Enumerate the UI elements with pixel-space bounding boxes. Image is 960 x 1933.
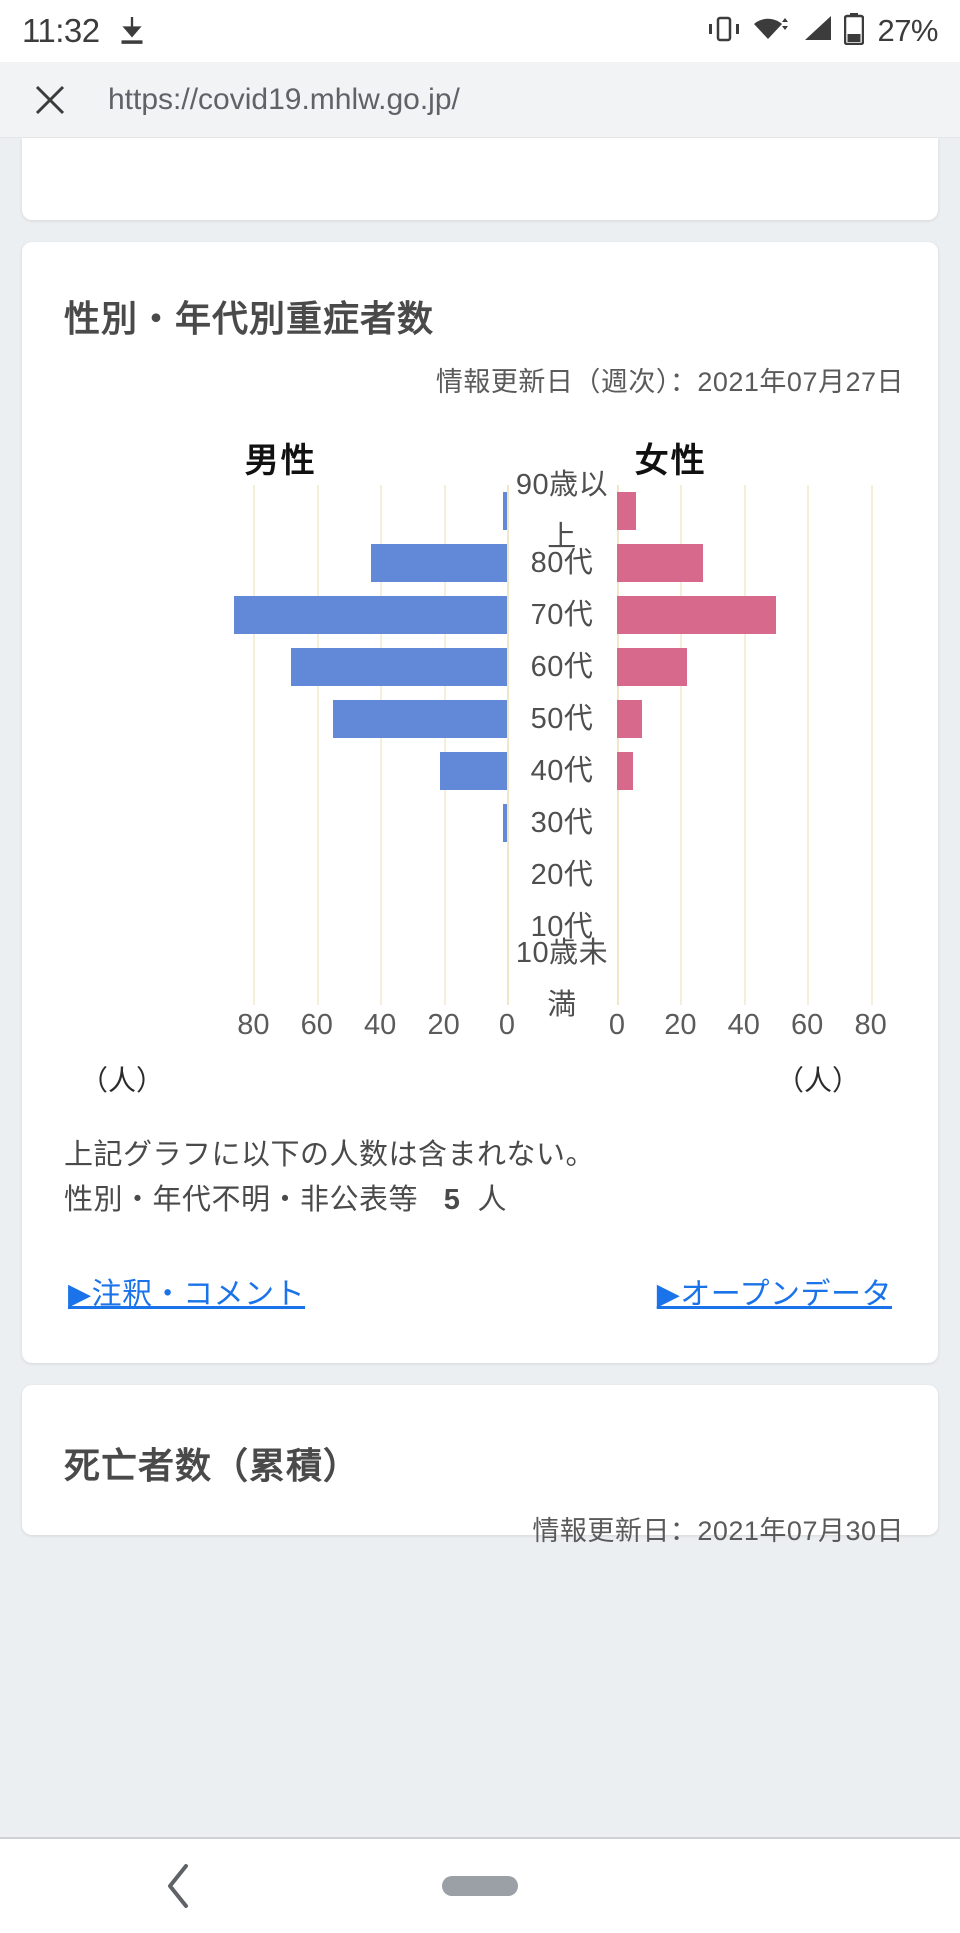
note-line-1: 上記グラフに以下の人数は含まれない。 xyxy=(64,1139,596,1171)
row-label-20代: 20代 xyxy=(530,859,594,891)
bar-female-70代 xyxy=(617,596,776,634)
annotation-link[interactable]: ▶注釈・コメント xyxy=(68,1277,306,1311)
row-label-50代: 50代 xyxy=(530,703,594,735)
bar-male-50代 xyxy=(332,700,507,738)
home-pill-handle[interactable] xyxy=(442,1876,518,1896)
bar-female-40代 xyxy=(617,752,633,790)
chart-row-30代: 30代 xyxy=(56,797,904,849)
bar-male-70代 xyxy=(234,596,507,634)
xtick-male-0: 0 xyxy=(498,1009,516,1041)
download-icon xyxy=(118,15,146,47)
note-line-2-suffix: 人 xyxy=(477,1183,507,1216)
row-label-80代: 80代 xyxy=(530,547,594,579)
row-label-10歳未満: 10歳未満 xyxy=(515,937,609,1021)
xtick-female-80: 80 xyxy=(854,1009,887,1041)
chart-plot-area: 90歳以上 80代 70代 60代 50代 40代 30代 20代 10代 10歳未満 xyxy=(56,469,904,1021)
url-text[interactable]: https://covid19.mhlw.go.jp/ xyxy=(108,82,460,116)
xtick-female-60: 60 xyxy=(791,1009,824,1041)
axis-unit-left: （人） xyxy=(80,1065,165,1096)
previous-card-partial xyxy=(22,138,938,220)
bar-male-60代 xyxy=(291,648,507,686)
bar-male-30代 xyxy=(503,804,507,842)
bar-male-90歳以上 xyxy=(503,492,507,530)
chart-row-20代: 20代 xyxy=(56,849,904,901)
back-chevron-icon[interactable] xyxy=(162,1862,196,1910)
chart-row-50代: 50代 xyxy=(56,693,904,745)
xtick-male-80: 80 xyxy=(237,1009,270,1041)
chart-axis-units: （人） （人） xyxy=(56,1059,904,1107)
battery-icon xyxy=(844,12,865,50)
xtick-male-20: 20 xyxy=(427,1009,460,1041)
chart-row-80代: 80代 xyxy=(56,537,904,589)
close-icon[interactable] xyxy=(28,78,72,122)
chart-notes: 上記グラフに以下の人数は含まれない。 性別・年代不明・非公表等 5 人 xyxy=(64,1133,904,1223)
status-bar-clock: 11:32 xyxy=(22,12,100,49)
severe-cases-card: 性別・年代別重症者数 情報更新日（週次）：2021年07月27日 男性 女性 9… xyxy=(22,242,938,1363)
page-title: 性別・年代別重症者数 xyxy=(64,298,435,339)
page-content: 性別・年代別重症者数 情報更新日（週次）：2021年07月27日 男性 女性 9… xyxy=(0,138,960,1837)
xtick-male-60: 60 xyxy=(300,1009,333,1041)
chart-legend: 男性 女性 xyxy=(56,433,904,485)
legend-male: 男性 xyxy=(244,442,317,480)
bar-female-60代 xyxy=(617,648,687,686)
row-label-90歳以上: 90歳以上 xyxy=(515,469,609,553)
note-line-2: 性別・年代不明・非公表等 5 人 xyxy=(64,1178,904,1223)
chart-rows: 90歳以上 80代 70代 60代 50代 40代 30代 20代 10代 10歳未満 xyxy=(56,469,904,1021)
bar-female-90歳以上 xyxy=(617,492,637,530)
note-line-2-prefix: 性別・年代不明・非公表等 xyxy=(64,1183,419,1216)
status-bar: 11:32 27% xyxy=(0,0,960,62)
population-pyramid-chart: 男性 女性 90歳以上 80代 70代 60代 50代 40代 30代 20代 10代 10歳未満… xyxy=(56,433,904,1107)
row-label-40代: 40代 xyxy=(530,755,594,787)
next-card-update-date: 情報更新日：2021年07月30日 xyxy=(532,1515,904,1546)
row-label-10代: 10代 xyxy=(530,911,594,943)
xtick-female-40: 40 xyxy=(727,1009,760,1041)
chart-row-70代: 70代 xyxy=(56,589,904,641)
note-unknown-count: 5 xyxy=(443,1183,461,1216)
axis-unit-right: （人） xyxy=(775,1065,860,1096)
chart-row-90歳以上: 90歳以上 xyxy=(56,469,904,553)
update-date-label: 情報更新日（週次）：2021年07月27日 xyxy=(435,367,904,397)
chart-row-10代: 10代 xyxy=(56,901,904,953)
chart-row-10歳未満: 10歳未満 xyxy=(56,937,904,1021)
vibrate-icon xyxy=(707,14,741,49)
card-links: ▶注釈・コメント ▶オープンデータ xyxy=(56,1269,904,1323)
cellular-signal-icon xyxy=(801,14,833,49)
next-card-title: 死亡者数（累積） xyxy=(64,1444,361,1486)
row-label-70代: 70代 xyxy=(530,599,594,631)
legend-female: 女性 xyxy=(634,442,707,480)
deaths-cumulative-card: 死亡者数（累積） 情報更新日：2021年07月30日 xyxy=(22,1384,938,1546)
xtick-female-0: 0 xyxy=(608,1009,626,1041)
xtick-male-40: 40 xyxy=(364,1009,397,1041)
chart-x-axis: 80 60 40 20 0 0 20 40 60 80 xyxy=(56,1009,904,1055)
bar-female-50代 xyxy=(617,700,643,738)
opendata-link[interactable]: ▶オープンデータ xyxy=(656,1277,892,1311)
bar-female-80代 xyxy=(617,544,703,582)
row-label-30代: 30代 xyxy=(530,807,594,839)
bar-male-40代 xyxy=(440,752,507,790)
bar-male-80代 xyxy=(370,544,507,582)
status-bar-icons: 27% xyxy=(707,12,938,50)
chart-row-40代: 40代 xyxy=(56,745,904,797)
browser-url-bar[interactable]: https://covid19.mhlw.go.jp/ xyxy=(0,62,960,138)
chart-row-60代: 60代 xyxy=(56,641,904,693)
row-label-60代: 60代 xyxy=(530,651,594,683)
wifi-icon xyxy=(752,14,790,49)
battery-percentage: 27% xyxy=(877,13,938,48)
xtick-female-20: 20 xyxy=(664,1009,697,1041)
android-nav-bar xyxy=(0,1837,960,1933)
